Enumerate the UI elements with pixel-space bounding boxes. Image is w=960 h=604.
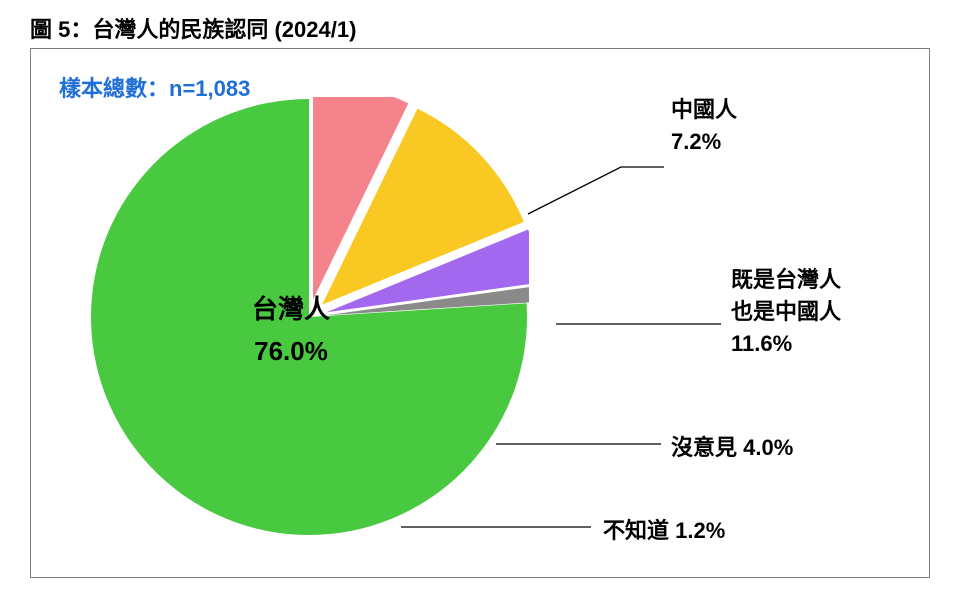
slice-label-chinese-pct: 7.2%	[671, 126, 737, 158]
slice-label-noopinion: 沒意見 4.0%	[671, 432, 793, 464]
slice-label-taiwanese: 台灣人 76.0%	[221, 289, 361, 367]
slice-label-both-line1: 既是台灣人	[731, 264, 841, 296]
slice-label-taiwanese-name: 台灣人	[221, 289, 361, 326]
slice-label-chinese-name: 中國人	[671, 94, 737, 126]
chart-frame: 樣本總數：n=1,083 台灣人 76.0% 中國人 7.2% 既是台灣人 也是…	[30, 48, 930, 578]
figure-title: 圖 5：台灣人的民族認同 (2024/1)	[30, 12, 356, 44]
slice-label-both-pct: 11.6%	[731, 328, 841, 360]
slice-label-both-line2: 也是中國人	[731, 296, 841, 328]
slice-label-both: 既是台灣人 也是中國人 11.6%	[731, 264, 841, 360]
slice-label-dontknow: 不知道 1.2%	[603, 515, 725, 547]
slice-label-chinese: 中國人 7.2%	[671, 94, 737, 158]
slice-label-taiwanese-pct: 76.0%	[221, 336, 361, 367]
